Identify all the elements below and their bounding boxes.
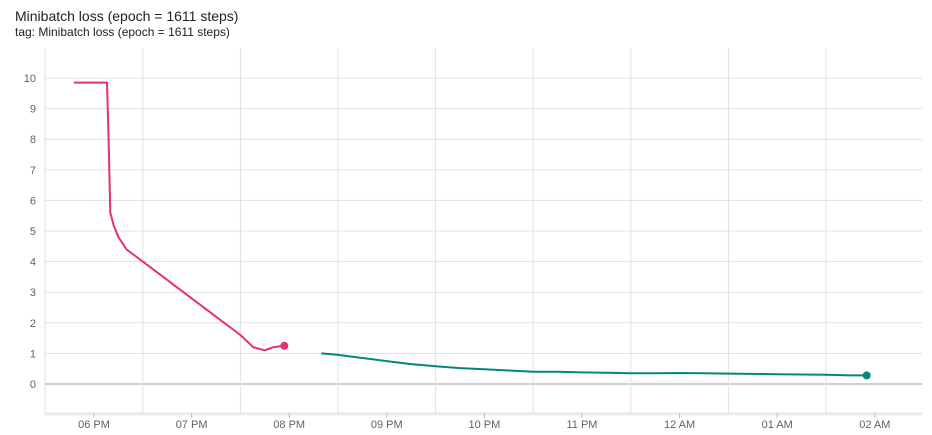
series-layer (73, 81, 871, 380)
series-point (825, 374, 827, 376)
y-tick-label: 1 (30, 348, 36, 360)
series-point (605, 371, 608, 374)
series-point (106, 81, 108, 84)
series-point (239, 334, 242, 336)
series-point (678, 372, 681, 374)
x-tick-label: 09 PM (371, 419, 403, 431)
series-point (207, 309, 209, 312)
series-end-marker[interactable] (862, 371, 871, 380)
series-point (703, 372, 705, 375)
series-point (80, 81, 82, 84)
series-point (776, 373, 778, 376)
y-tick-label: 7 (30, 165, 36, 177)
series-point (630, 372, 632, 375)
series-point (508, 369, 510, 372)
series-point (264, 349, 266, 352)
series-point (101, 81, 103, 84)
series-point (107, 138, 110, 140)
series-point (361, 357, 364, 359)
y-tick-label: 8 (30, 134, 36, 146)
series-point (86, 81, 89, 84)
series-end-marker[interactable] (280, 341, 289, 350)
series-point (133, 254, 136, 257)
series-point (654, 372, 656, 375)
x-tick-label: 07 PM (176, 419, 208, 431)
series-point (174, 285, 177, 287)
series-line-1 (74, 81, 285, 352)
y-tick-label: 4 (30, 257, 36, 269)
series-point (849, 374, 852, 377)
series-point (109, 211, 112, 214)
series-point (117, 236, 120, 238)
series-point (252, 346, 255, 349)
series-point (483, 368, 486, 371)
x-tick-label: 11 PM (567, 419, 598, 431)
grid-layer (44, 48, 922, 418)
series-point (800, 373, 803, 376)
series-point (272, 346, 274, 349)
series-point (190, 297, 193, 300)
series-point (434, 365, 437, 368)
series-point (337, 354, 339, 356)
series-point (125, 248, 128, 251)
series-point (752, 373, 754, 375)
y-tick-label: 6 (30, 195, 36, 207)
series-point (112, 224, 115, 226)
series-point (158, 273, 160, 275)
chart-tag: tag: Minibatch loss (epoch = 1611 steps) (15, 25, 230, 39)
y-tick-label: 3 (30, 287, 36, 299)
series-point (727, 372, 730, 375)
tick-layer: 0 1 2 3 4 5 6 7 8 9 10 06 PM 07 PM 08 PM 09 PM 10 PM 11 … (24, 73, 891, 431)
series-point (410, 363, 413, 365)
series-point (73, 81, 76, 84)
series-point (581, 371, 583, 374)
series-point (93, 81, 95, 84)
x-tick-label: 02 AM (859, 419, 890, 431)
series-line-2 (321, 352, 867, 377)
x-tick-label: 01 AM (762, 419, 793, 431)
series-point (532, 370, 534, 373)
series-point (223, 322, 225, 324)
y-tick-label: 5 (30, 226, 36, 238)
chart-title: Minibatch loss (epoch = 1611 steps) (15, 8, 239, 24)
series-point (386, 360, 388, 362)
y-tick-label: 2 (30, 318, 36, 330)
x-tick-label: 12 AM (664, 419, 695, 431)
series-point (459, 367, 461, 369)
x-tick-label: 06 PM (78, 419, 110, 431)
y-tick-label: 9 (30, 104, 36, 116)
series-point (320, 352, 323, 355)
y-tick-label: 0 (30, 379, 36, 391)
x-tick-label: 08 PM (273, 419, 305, 431)
series-point (556, 370, 559, 373)
x-tick-label: 10 PM (469, 419, 501, 431)
series-point (142, 260, 144, 263)
y-tick-label: 10 (24, 73, 36, 85)
